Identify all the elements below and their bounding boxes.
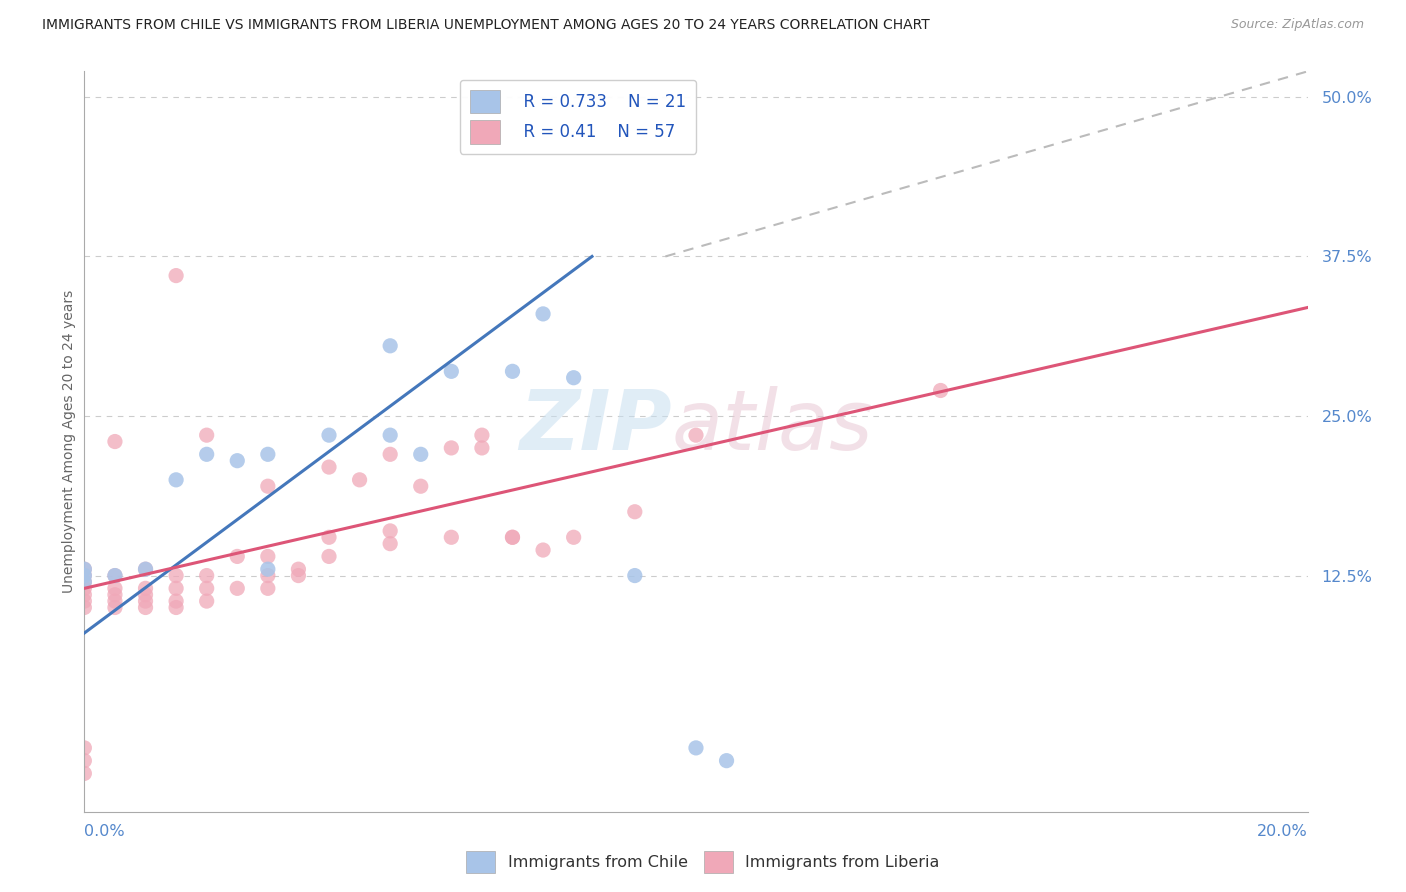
Point <box>716 754 738 768</box>
Point <box>380 524 402 538</box>
Point <box>409 447 432 461</box>
Point <box>471 428 494 442</box>
Point <box>226 549 249 564</box>
Text: IMMIGRANTS FROM CHILE VS IMMIGRANTS FROM LIBERIA UNEMPLOYMENT AMONG AGES 20 TO 2: IMMIGRANTS FROM CHILE VS IMMIGRANTS FROM… <box>42 18 929 32</box>
Y-axis label: Unemployment Among Ages 20 to 24 years: Unemployment Among Ages 20 to 24 years <box>62 290 76 593</box>
Point <box>380 536 402 550</box>
Point <box>73 562 96 576</box>
Point <box>73 582 96 596</box>
Point <box>135 594 157 608</box>
Point <box>502 530 524 544</box>
Point <box>73 766 96 780</box>
Point <box>257 479 280 493</box>
Point <box>562 530 585 544</box>
Point <box>73 574 96 589</box>
Point <box>502 530 524 544</box>
Point <box>104 594 127 608</box>
Point <box>380 447 402 461</box>
Point <box>929 384 952 398</box>
Point <box>165 268 187 283</box>
Point <box>104 568 127 582</box>
Point <box>380 428 402 442</box>
Point <box>440 441 463 455</box>
Point <box>531 307 554 321</box>
Point <box>73 600 96 615</box>
Point <box>624 568 647 582</box>
Point <box>257 568 280 582</box>
Point <box>195 447 218 461</box>
Point <box>104 568 127 582</box>
Point <box>135 582 157 596</box>
Point <box>318 428 340 442</box>
Point <box>104 582 127 596</box>
Point <box>73 754 96 768</box>
Point <box>135 600 157 615</box>
Point <box>195 594 218 608</box>
Point <box>380 339 402 353</box>
Point <box>226 582 249 596</box>
Point <box>440 364 463 378</box>
Point <box>73 574 96 589</box>
Point <box>195 428 218 442</box>
Point <box>685 740 707 755</box>
Point <box>73 594 96 608</box>
Point <box>104 600 127 615</box>
Point <box>409 479 432 493</box>
Text: Source: ZipAtlas.com: Source: ZipAtlas.com <box>1230 18 1364 31</box>
Point <box>287 562 309 576</box>
Point <box>318 460 340 475</box>
Point <box>440 530 463 544</box>
Point <box>73 588 96 602</box>
Point <box>349 473 371 487</box>
Point <box>471 441 494 455</box>
Point <box>73 568 96 582</box>
Point <box>257 582 280 596</box>
Point <box>165 600 187 615</box>
Point <box>165 594 187 608</box>
Legend:   R = 0.733    N = 21,   R = 0.41    N = 57: R = 0.733 N = 21, R = 0.41 N = 57 <box>460 79 696 153</box>
Point <box>165 473 187 487</box>
Point <box>531 543 554 558</box>
Point <box>226 453 249 467</box>
Point <box>624 505 647 519</box>
Point <box>257 447 280 461</box>
Point <box>195 568 218 582</box>
Point <box>502 364 524 378</box>
Point <box>73 740 96 755</box>
Text: atlas: atlas <box>672 386 873 467</box>
Point <box>73 562 96 576</box>
Point <box>562 370 585 384</box>
Point <box>257 549 280 564</box>
Point <box>135 588 157 602</box>
Point <box>165 582 187 596</box>
Point <box>257 562 280 576</box>
Point <box>104 588 127 602</box>
Point <box>135 562 157 576</box>
Point <box>73 568 96 582</box>
Point <box>287 568 309 582</box>
Text: 20.0%: 20.0% <box>1257 824 1308 839</box>
Point <box>195 582 218 596</box>
Point <box>318 549 340 564</box>
Point <box>685 428 707 442</box>
Point <box>104 434 127 449</box>
Text: 0.0%: 0.0% <box>84 824 125 839</box>
Point <box>318 530 340 544</box>
Point <box>135 562 157 576</box>
Point <box>165 568 187 582</box>
Text: ZIP: ZIP <box>519 386 672 467</box>
Legend: Immigrants from Chile, Immigrants from Liberia: Immigrants from Chile, Immigrants from L… <box>460 844 946 880</box>
